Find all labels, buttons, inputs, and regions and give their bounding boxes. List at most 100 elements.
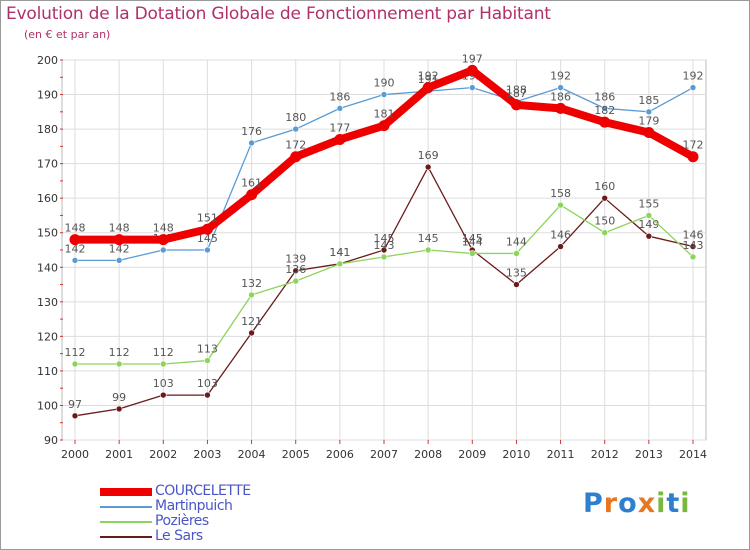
x-tick-label: 2007	[370, 448, 398, 461]
data-label-pozi-res: 113	[197, 343, 218, 356]
data-label-martinpuich: 180	[285, 111, 306, 124]
data-label-courcelette: 197	[462, 52, 483, 65]
data-label-courcelette: 187	[506, 87, 527, 100]
data-label-pozi-res: 143	[683, 239, 704, 252]
data-point-pozi-res	[204, 357, 211, 364]
data-label-martinpuich: 186	[329, 90, 350, 103]
data-label-le-sars: 149	[638, 218, 659, 231]
data-point-martinpuich	[159, 246, 167, 254]
data-point-courcelette	[378, 120, 390, 132]
logo-letter: o	[618, 488, 638, 519]
x-tick-label: 2006	[326, 448, 354, 461]
data-label-pozi-res: 112	[65, 346, 86, 359]
x-tick-label: 2014	[679, 448, 707, 461]
y-tick-label: 160	[37, 192, 58, 205]
logo-letter: t	[666, 488, 681, 519]
data-point-martinpuich	[689, 84, 697, 91]
legend: COURCELETTE Martinpuich Pozières Le Sars	[100, 483, 400, 544]
x-tick-label: 2013	[635, 448, 663, 461]
data-point-pozi-res	[380, 253, 388, 261]
data-point-courcelette	[290, 151, 302, 163]
data-point-le-sars	[292, 267, 300, 275]
data-label-courcelette: 172	[683, 139, 704, 152]
data-point-courcelette	[466, 64, 478, 76]
y-tick-label: 190	[37, 89, 58, 102]
data-point-courcelette	[69, 234, 81, 246]
data-label-martinpuich: 188	[506, 83, 527, 96]
data-label-le-sars: 146	[550, 229, 571, 242]
data-label-martinpuich: 145	[197, 232, 218, 245]
data-point-pozi-res	[159, 360, 167, 368]
data-point-courcelette	[599, 116, 611, 128]
data-label-courcelette: 151	[197, 211, 218, 224]
legend-item-le-sars: Le Sars	[100, 528, 400, 544]
data-label-courcelette: 148	[109, 222, 130, 235]
data-label-martinpuich: 142	[65, 242, 86, 255]
data-point-martinpuich	[336, 105, 344, 112]
data-point-pozi-res	[601, 229, 609, 237]
legend-swatch-courcelette	[100, 488, 152, 496]
data-label-pozi-res: 145	[418, 232, 439, 245]
data-label-pozi-res: 144	[506, 235, 527, 248]
data-point-courcelette	[555, 102, 567, 114]
logo-letter: P	[583, 488, 604, 519]
data-point-martinpuich	[71, 257, 79, 264]
data-label-martinpuich: 186	[594, 90, 615, 103]
data-point-le-sars	[159, 391, 167, 399]
data-label-le-sars: 99	[112, 391, 126, 404]
data-label-le-sars: 141	[329, 246, 350, 259]
data-point-le-sars	[380, 246, 388, 254]
y-tick-label: 140	[37, 261, 58, 274]
x-tick-label: 2004	[238, 448, 266, 461]
data-label-le-sars: 146	[683, 229, 704, 242]
logo-letter: i	[680, 488, 691, 519]
y-tick-label: 180	[37, 123, 58, 136]
x-tick-label: 2008	[414, 448, 442, 461]
data-point-pozi-res	[557, 201, 564, 209]
data-point-pozi-res	[336, 260, 344, 268]
x-tick-label: 2009	[458, 448, 486, 461]
data-point-courcelette	[246, 189, 258, 201]
y-tick-label: 110	[37, 365, 58, 378]
data-point-le-sars	[689, 243, 697, 250]
x-tick-label: 2003	[193, 448, 221, 461]
data-point-martinpuich	[557, 84, 564, 91]
data-point-le-sars	[601, 194, 609, 202]
y-tick-label: 100	[37, 399, 58, 412]
data-point-le-sars	[248, 329, 255, 337]
chart-subtitle: (en € et par an)	[24, 28, 111, 41]
data-label-le-sars: 103	[197, 377, 218, 390]
data-label-le-sars: 169	[418, 149, 439, 162]
data-label-le-sars: 121	[241, 315, 262, 328]
legend-item-courcelette: COURCELETTE	[100, 483, 400, 499]
data-label-le-sars: 135	[506, 267, 527, 280]
data-label-courcelette: 179	[638, 115, 659, 128]
data-point-le-sars	[557, 243, 564, 250]
data-label-courcelette: 148	[153, 222, 174, 235]
data-label-martinpuich: 176	[241, 125, 262, 138]
data-label-le-sars: 103	[153, 377, 174, 390]
legend-swatch-martinpuich	[100, 506, 152, 508]
data-point-pozi-res	[292, 277, 300, 285]
legend-label-pozieres: Pozières	[155, 513, 209, 529]
data-point-pozi-res	[513, 250, 520, 257]
data-point-martinpuich	[380, 91, 388, 98]
x-tick-label: 2010	[502, 448, 530, 461]
x-tick-label: 2011	[547, 448, 575, 461]
legend-swatch-pozieres	[100, 521, 152, 523]
legend-label-le-sars: Le Sars	[155, 528, 203, 544]
data-label-pozi-res: 141	[329, 246, 350, 259]
data-point-courcelette	[422, 82, 434, 94]
y-tick-label: 90	[44, 434, 58, 447]
data-point-le-sars	[115, 405, 123, 413]
data-point-courcelette	[510, 99, 522, 111]
data-point-le-sars	[424, 163, 432, 171]
x-tick-label: 2005	[282, 448, 310, 461]
data-point-pozi-res	[689, 253, 697, 261]
logo-letter: r	[603, 488, 619, 519]
y-tick-label: 200	[37, 54, 58, 67]
data-label-courcelette: 148	[65, 222, 86, 235]
data-point-le-sars	[71, 412, 79, 420]
data-point-courcelette	[113, 234, 125, 246]
data-label-martinpuich: 192	[683, 70, 704, 83]
